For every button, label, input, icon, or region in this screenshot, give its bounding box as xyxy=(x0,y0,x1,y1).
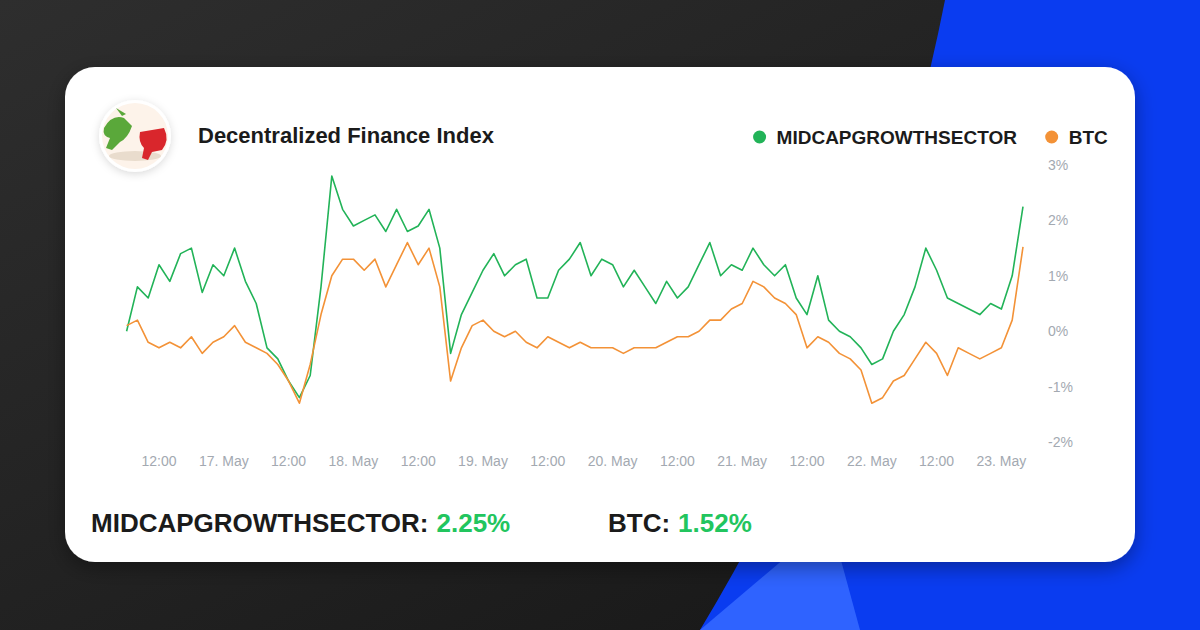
legend-label: BTC xyxy=(1069,127,1108,148)
x-tick-label: 12:00 xyxy=(530,453,565,469)
x-tick-label: 12:00 xyxy=(660,453,695,469)
title: Decentralized Finance Index xyxy=(198,123,495,148)
legend: BTC MIDCAPGROWTHSECTOR xyxy=(753,127,1108,148)
x-tick-label: 12:00 xyxy=(789,453,824,469)
y-tick-label: 1% xyxy=(1048,268,1068,284)
x-tick-label: 17. May xyxy=(199,453,249,469)
series-line xyxy=(127,243,1023,404)
logo-bull-horn xyxy=(116,108,126,116)
x-tick-label: 18. May xyxy=(328,453,378,469)
x-tick-label: 21. May xyxy=(717,453,767,469)
x-tick-label: 22. May xyxy=(847,453,897,469)
plot-area xyxy=(127,176,1023,403)
y-tick-label: 2% xyxy=(1048,212,1068,228)
logo-ground xyxy=(109,151,161,161)
card xyxy=(65,67,1135,562)
logo xyxy=(99,100,171,172)
x-tick-label: 12:00 xyxy=(401,453,436,469)
x-tick-label: 12:00 xyxy=(271,453,306,469)
background xyxy=(0,0,1200,630)
x-tick-label: 23. May xyxy=(976,453,1026,469)
series-line xyxy=(127,176,1023,398)
y-tick-label: 3% xyxy=(1048,157,1068,173)
x-tick-label: 12:00 xyxy=(919,453,954,469)
summary-name: BTC: xyxy=(608,508,670,538)
x-tick-label: 19. May xyxy=(458,453,508,469)
summary-value: 1.52% xyxy=(678,508,752,538)
logo-bull xyxy=(104,117,132,150)
y-tick-label: 0% xyxy=(1048,323,1068,339)
stage: Decentralized Finance Index -2% -1% 0% 1% 2% 3… xyxy=(0,0,1200,630)
summary-value: 2.25% xyxy=(437,508,511,538)
legend-dot xyxy=(753,131,766,144)
logo-bear xyxy=(140,128,167,160)
x-tick-label: 12:00 xyxy=(141,453,176,469)
legend-label: MIDCAPGROWTHSECTOR xyxy=(777,127,1018,148)
y-tick-label: -2% xyxy=(1048,434,1073,450)
canvas-svg: Decentralized Finance Index -2% -1% 0% 1% 2% 3… xyxy=(0,0,1200,630)
logo-circle xyxy=(99,100,171,172)
legend-dot xyxy=(1045,131,1058,144)
y-tick-label: -1% xyxy=(1048,379,1073,395)
summary-name: MIDCAPGROWTHSECTOR: xyxy=(91,508,429,538)
x-tick-label: 20. May xyxy=(588,453,638,469)
logo-inner xyxy=(102,103,168,169)
